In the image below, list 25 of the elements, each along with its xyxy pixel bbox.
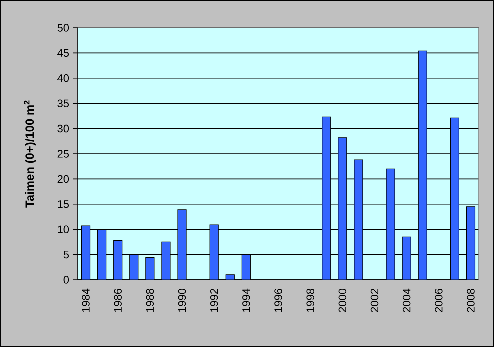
x-tick-label: 1996 xyxy=(274,289,282,312)
x-tick-label: 1994 xyxy=(242,288,250,312)
y-tick-label: 50 xyxy=(58,24,70,32)
x-tick-label: 1990 xyxy=(178,288,186,312)
x-tick-label: 2006 xyxy=(435,289,443,312)
x-tick-label: 1992 xyxy=(210,289,218,312)
y-tick-label: 15 xyxy=(58,200,70,208)
y-tick-label: 30 xyxy=(58,124,70,133)
x-tick-label: 1984 xyxy=(82,288,90,312)
y-tick-label: 25 xyxy=(58,150,70,158)
x-tick-label: 2004 xyxy=(402,288,411,312)
x-tick-label: 2008 xyxy=(467,289,475,312)
y-tick-label: 45 xyxy=(58,49,70,58)
x-tick-label: 2002 xyxy=(370,289,379,312)
y-tick-label: 35 xyxy=(58,100,70,108)
y-axis-title: Taimen (0+)/100 m$^{2}$ xyxy=(24,100,36,208)
x-tick-label: 1986 xyxy=(114,289,122,312)
x-tick-label: 1998 xyxy=(306,289,314,312)
x-tick-label: 2000 xyxy=(338,288,347,312)
y-tick-label: 40 xyxy=(58,74,70,82)
y-tick-label: 20 xyxy=(58,175,70,184)
x-tick-label: 1988 xyxy=(146,289,154,312)
y-tick-label: 0 xyxy=(64,276,70,284)
y-tick-label: 5 xyxy=(64,250,70,259)
y-tick-label: 10 xyxy=(58,226,70,234)
